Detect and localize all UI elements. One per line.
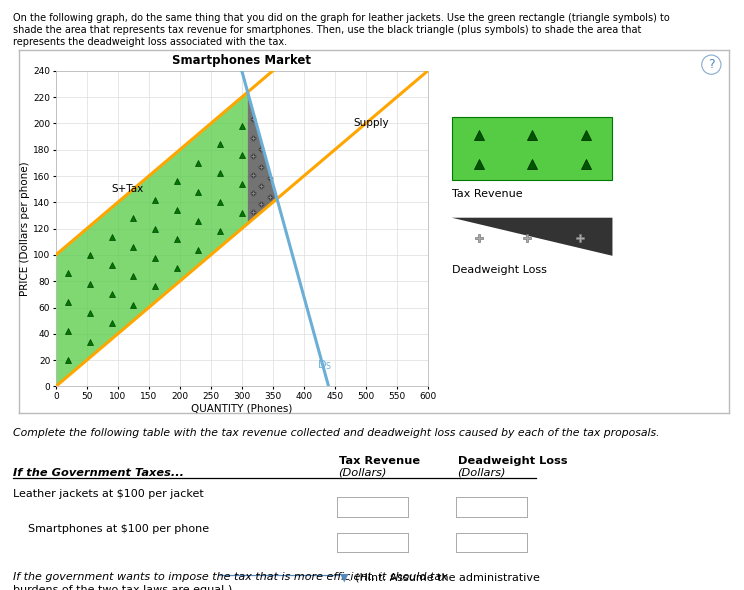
Text: Deadweight Loss: Deadweight Loss [452,265,547,275]
Text: ?: ? [708,58,715,71]
Text: Tax Revenue: Tax Revenue [339,456,420,466]
Text: Tax Revenue: Tax Revenue [452,189,522,199]
X-axis label: QUANTITY (Phones): QUANTITY (Phones) [191,404,292,414]
Text: S+Tax: S+Tax [112,184,144,194]
Y-axis label: PRICE (Dollars per phone): PRICE (Dollars per phone) [20,161,31,296]
Text: If the government wants to impose the tax that is more efficient, it should tax: If the government wants to impose the ta… [13,572,449,582]
Text: . (Hint: Assume the administrative: . (Hint: Assume the administrative [348,572,540,582]
Text: Complete the following table with the tax revenue collected and deadweight loss : Complete the following table with the ta… [13,428,660,438]
Polygon shape [248,92,277,224]
Text: Smartphones at $100 per phone: Smartphones at $100 per phone [28,524,209,534]
Text: ▼: ▼ [340,572,348,582]
Text: represents the deadweight loss associated with the tax.: represents the deadweight loss associate… [13,37,287,47]
Text: Leather jackets at $100 per jacket: Leather jackets at $100 per jacket [13,489,204,499]
Text: Supply: Supply [353,118,389,128]
Text: If the Government Taxes...: If the Government Taxes... [13,468,185,478]
Title: Smartphones Market: Smartphones Market [173,54,311,67]
Text: Deadweight Loss: Deadweight Loss [458,456,567,466]
Text: (Dollars): (Dollars) [458,468,506,478]
FancyBboxPatch shape [452,117,612,179]
Text: (Dollars): (Dollars) [339,468,387,478]
Text: shade the area that represents tax revenue for smartphones. Then, use the black : shade the area that represents tax reven… [13,25,642,35]
Text: D$_{\rm S}$: D$_{\rm S}$ [318,358,333,372]
Polygon shape [56,92,248,386]
Polygon shape [452,218,612,256]
Text: burdens of the two tax laws are equal.): burdens of the two tax laws are equal.) [13,585,233,590]
Text: On the following graph, do the same thing that you did on the graph for leather : On the following graph, do the same thin… [13,13,670,23]
